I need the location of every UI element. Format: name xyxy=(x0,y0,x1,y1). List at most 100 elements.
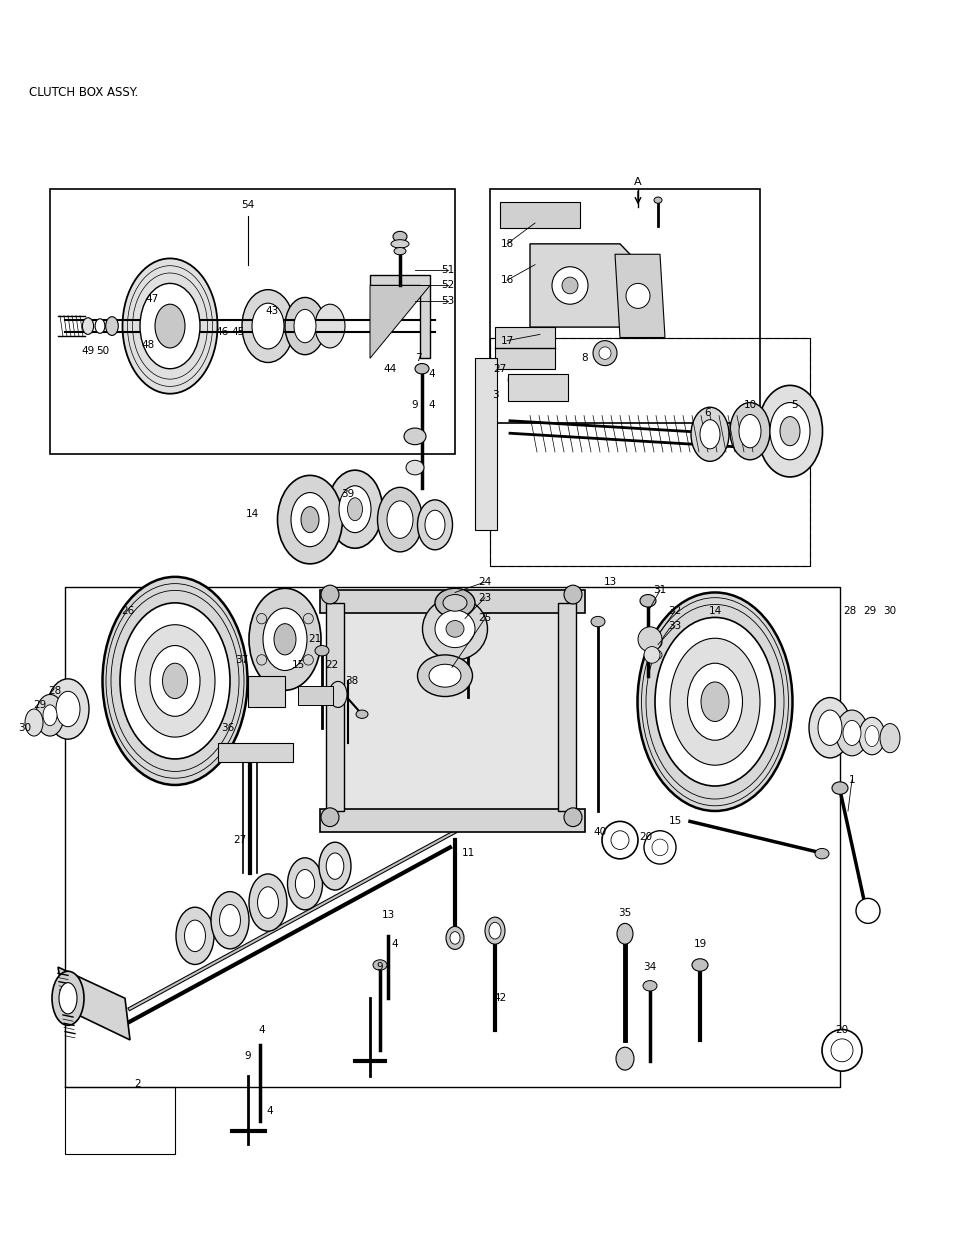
Ellipse shape xyxy=(162,663,188,699)
Ellipse shape xyxy=(347,498,362,521)
Ellipse shape xyxy=(489,923,500,939)
Polygon shape xyxy=(615,254,664,337)
Ellipse shape xyxy=(242,290,294,363)
Ellipse shape xyxy=(373,960,387,971)
Text: 31: 31 xyxy=(653,585,666,595)
Ellipse shape xyxy=(249,588,320,690)
Ellipse shape xyxy=(647,650,661,659)
Circle shape xyxy=(855,898,879,924)
Ellipse shape xyxy=(277,475,342,564)
Bar xyxy=(319,590,584,614)
Ellipse shape xyxy=(417,500,452,550)
Ellipse shape xyxy=(263,608,307,671)
Text: 30: 30 xyxy=(18,722,31,732)
Circle shape xyxy=(651,839,667,856)
Text: 45: 45 xyxy=(232,327,244,337)
Ellipse shape xyxy=(135,625,214,737)
Bar xyxy=(218,743,293,762)
Text: 33: 33 xyxy=(668,621,680,631)
Circle shape xyxy=(643,831,676,864)
Ellipse shape xyxy=(769,403,809,459)
Ellipse shape xyxy=(122,258,217,394)
Ellipse shape xyxy=(403,429,426,445)
Ellipse shape xyxy=(484,918,504,945)
Ellipse shape xyxy=(637,593,792,811)
Circle shape xyxy=(256,655,267,666)
Circle shape xyxy=(320,808,338,826)
Circle shape xyxy=(601,821,638,858)
Bar xyxy=(297,687,333,705)
Text: 34: 34 xyxy=(642,962,656,972)
Text: 4: 4 xyxy=(428,400,435,410)
Ellipse shape xyxy=(291,493,329,547)
Text: 21: 21 xyxy=(308,635,321,645)
Polygon shape xyxy=(58,967,130,1040)
Ellipse shape xyxy=(655,618,774,785)
Ellipse shape xyxy=(314,304,345,348)
Circle shape xyxy=(303,614,313,624)
Text: 43: 43 xyxy=(265,306,278,316)
Text: 50: 50 xyxy=(96,346,110,356)
Text: 15: 15 xyxy=(668,816,680,826)
Ellipse shape xyxy=(429,664,460,687)
Polygon shape xyxy=(248,676,285,706)
Text: 13: 13 xyxy=(381,910,395,920)
Ellipse shape xyxy=(639,594,656,608)
Text: 51: 51 xyxy=(441,264,455,275)
Circle shape xyxy=(563,808,581,826)
Circle shape xyxy=(552,267,587,304)
Ellipse shape xyxy=(95,319,105,333)
Ellipse shape xyxy=(808,698,850,758)
Ellipse shape xyxy=(835,710,867,756)
Text: 4: 4 xyxy=(258,1025,265,1035)
Ellipse shape xyxy=(391,240,409,248)
Ellipse shape xyxy=(394,247,406,254)
Ellipse shape xyxy=(424,510,444,540)
Ellipse shape xyxy=(82,317,93,335)
Ellipse shape xyxy=(102,577,247,785)
Ellipse shape xyxy=(285,298,325,354)
Text: 18: 18 xyxy=(500,238,513,249)
Ellipse shape xyxy=(690,408,728,462)
Ellipse shape xyxy=(154,304,185,348)
Ellipse shape xyxy=(739,415,760,448)
Ellipse shape xyxy=(642,981,657,990)
Text: 29: 29 xyxy=(33,700,47,710)
Circle shape xyxy=(638,627,661,652)
Circle shape xyxy=(830,1039,852,1062)
Text: 4: 4 xyxy=(267,1105,273,1115)
Ellipse shape xyxy=(654,198,661,204)
Text: 14: 14 xyxy=(708,606,720,616)
Circle shape xyxy=(643,647,659,663)
Text: 25: 25 xyxy=(477,614,491,624)
Text: 54: 54 xyxy=(241,200,254,210)
Text: CLUTCH BOX ASSY.: CLUTCH BOX ASSY. xyxy=(29,86,138,100)
Text: A: A xyxy=(634,178,641,188)
Bar xyxy=(339,603,564,811)
Ellipse shape xyxy=(327,471,382,548)
Circle shape xyxy=(598,347,610,359)
Ellipse shape xyxy=(687,663,741,740)
Bar xyxy=(495,327,555,369)
Text: 20: 20 xyxy=(835,1025,847,1035)
Bar xyxy=(499,203,579,228)
Text: 5: 5 xyxy=(791,400,798,410)
Ellipse shape xyxy=(52,971,84,1025)
Ellipse shape xyxy=(417,655,472,697)
Circle shape xyxy=(821,1030,862,1071)
Text: 13: 13 xyxy=(602,577,616,587)
Ellipse shape xyxy=(780,416,800,446)
Ellipse shape xyxy=(355,710,368,719)
Text: 1: 1 xyxy=(848,774,855,784)
Text: 42: 42 xyxy=(493,993,506,1003)
Ellipse shape xyxy=(318,842,351,890)
Ellipse shape xyxy=(446,620,463,637)
Bar xyxy=(558,603,576,811)
Ellipse shape xyxy=(415,363,429,374)
Text: 52: 52 xyxy=(441,280,455,290)
Text: 37: 37 xyxy=(235,655,249,666)
Text: 28: 28 xyxy=(842,606,856,616)
Ellipse shape xyxy=(287,858,322,910)
Ellipse shape xyxy=(338,485,371,532)
Text: 27: 27 xyxy=(493,364,506,374)
